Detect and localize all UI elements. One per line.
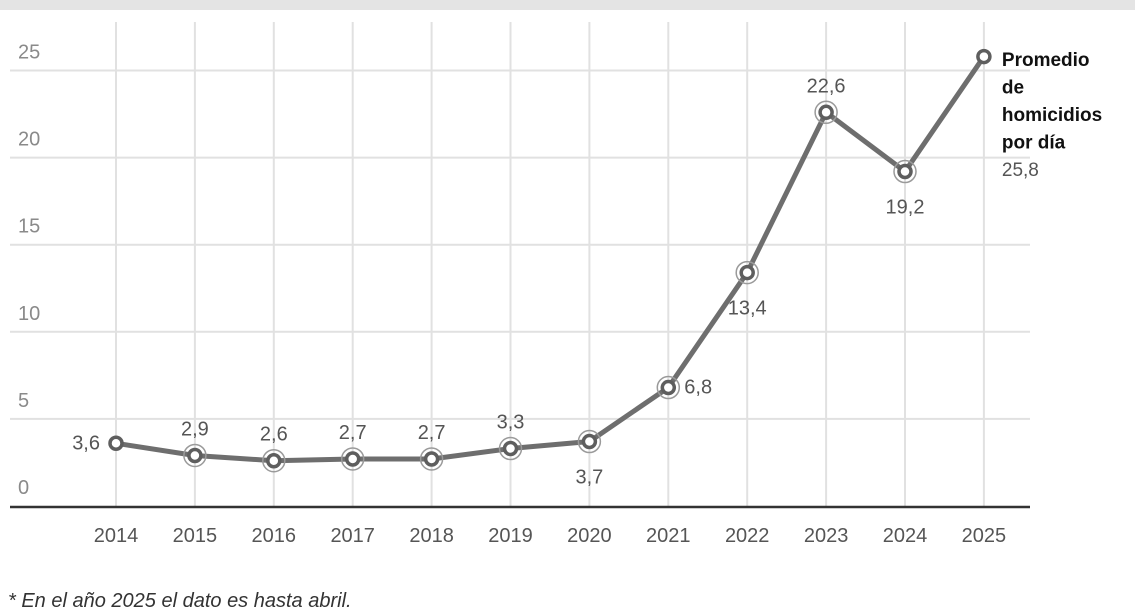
top-border — [0, 0, 1135, 10]
data-point — [739, 264, 755, 281]
data-point-halo — [262, 448, 286, 473]
data-label: 2,6 — [260, 424, 288, 446]
data-point — [423, 451, 440, 467]
footnote: * En el año 2025 el dato es hasta abril. — [8, 590, 352, 612]
data-label: 3,3 — [497, 412, 525, 434]
data-label: 13,4 — [728, 298, 767, 320]
y-tick-label: 20 — [18, 129, 40, 151]
data-label: 19,2 — [886, 197, 925, 219]
data-point-halo — [340, 447, 365, 471]
series-name-label: homicidios — [1002, 105, 1102, 126]
data-label: 2,7 — [418, 422, 446, 444]
data-point-halo — [893, 159, 917, 184]
x-tick-label: 2022 — [725, 525, 770, 547]
data-label: 2,9 — [181, 418, 209, 440]
x-tick-label: 2014 — [94, 525, 139, 547]
y-tick-label: 10 — [18, 303, 40, 325]
x-tick-label: 2015 — [173, 525, 218, 547]
x-tick-label: 2023 — [804, 525, 849, 547]
series-name-label: Promedio — [1002, 50, 1090, 71]
y-tick-label: 5 — [18, 390, 29, 412]
x-tick-label: 2021 — [646, 525, 691, 547]
x-tick-label: 2024 — [883, 525, 928, 547]
data-label: 3,6 — [72, 432, 100, 454]
x-tick-label: 2019 — [488, 525, 533, 547]
x-tick-label: 2017 — [330, 525, 375, 547]
data-point — [897, 163, 913, 180]
y-tick-label: 15 — [18, 216, 40, 238]
series-last-value-label: 25,8 — [1002, 160, 1039, 181]
series-line — [113, 54, 987, 464]
data-point — [581, 433, 598, 450]
x-tick-label: 2018 — [409, 525, 454, 547]
data-point-halo — [419, 447, 444, 471]
data-point — [502, 440, 519, 457]
x-tick-label: 2016 — [252, 525, 297, 547]
data-point-halo — [656, 375, 681, 400]
data-point — [266, 452, 282, 469]
data-point-halo — [498, 436, 523, 461]
data-point — [108, 435, 124, 452]
data-label: 3,7 — [575, 467, 603, 489]
data-label: 22,6 — [807, 75, 846, 97]
data-point — [344, 451, 361, 467]
x-tick-label: 2020 — [567, 525, 612, 547]
data-label: 6,8 — [684, 377, 712, 399]
data-point — [976, 48, 992, 65]
data-point — [660, 379, 677, 396]
x-tick-label: 2025 — [962, 525, 1007, 547]
y-tick-label: 25 — [18, 42, 40, 64]
data-point — [818, 104, 834, 121]
series-name-label: de — [1002, 78, 1024, 99]
data-point-halo — [183, 443, 207, 468]
data-point-halo — [577, 429, 602, 454]
data-point — [187, 447, 203, 464]
y-tick-label: 0 — [18, 477, 29, 499]
data-point-halo — [814, 100, 838, 125]
data-label: 2,7 — [339, 422, 367, 444]
data-point-halo — [735, 260, 759, 285]
series-name-label: por día — [1002, 133, 1066, 154]
